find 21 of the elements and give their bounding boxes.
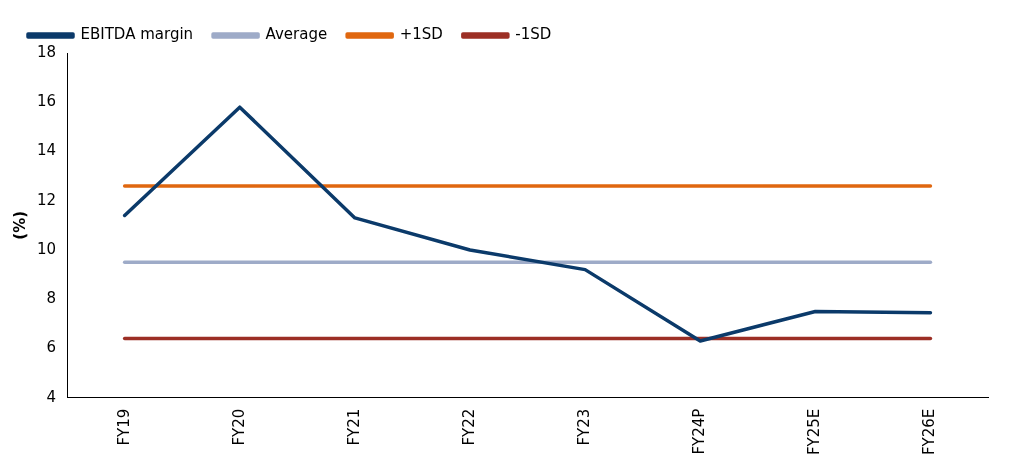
y-tick-label: 8 [46, 289, 57, 308]
x-tick-label: FY21 [344, 408, 363, 446]
y-tick-label: 6 [46, 338, 57, 357]
y-tick-label: 4 [46, 387, 57, 406]
y-tick-label: 10 [36, 239, 57, 258]
x-tick-label: FY19 [114, 408, 133, 446]
x-tick-label: FY24P [690, 408, 709, 455]
legend-label: -1SD [515, 25, 552, 44]
legend-label: Average [265, 25, 328, 44]
y-tick-label: 18 [36, 42, 57, 61]
x-tick-label: FY20 [229, 408, 248, 446]
y-axis-title: (%) [10, 210, 29, 240]
x-tick-label: FY25E [805, 408, 824, 455]
y-tick-label: 14 [36, 141, 57, 160]
x-tick-label: FY26E [920, 408, 939, 455]
y-tick-label: 12 [36, 190, 57, 209]
x-tick-label: FY22 [459, 408, 478, 446]
x-tick-label: FY23 [574, 408, 593, 446]
legend-label: +1SD [399, 25, 443, 44]
y-tick-label: 16 [36, 92, 57, 111]
legend-label: EBITDA margin [80, 25, 194, 44]
